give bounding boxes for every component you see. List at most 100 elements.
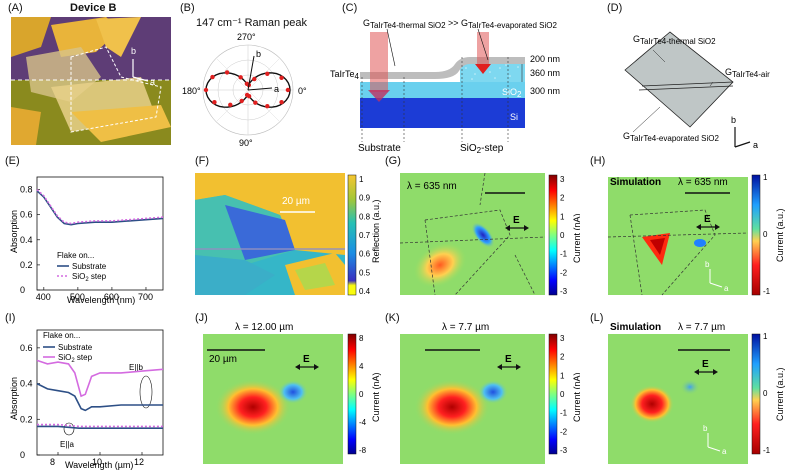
substrate-label: Substrate [358,143,401,154]
data-point [279,100,284,105]
panel-label: (G) [385,155,401,167]
wavelength-label: λ = 7.7 µm [442,322,489,333]
data-point [210,74,215,80]
colorbar-tick-label: 0.5 [359,268,371,277]
panel-label: (L) [590,312,604,324]
panel-b: (B) 147 cm⁻¹ Raman peak b a 270° 180° 0°… [180,2,320,148]
data-point [238,75,243,80]
panel-c: (C) GTaIrTe4-thermal SiO2 >> GTaIrTe4-ev… [330,2,570,154]
legend-title: Flake on... [57,251,94,260]
panel-label: (C) [342,2,358,14]
data-point [252,76,257,82]
absorption-ir-chart: Absorption Wavelength (µm) Flake on... S… [9,329,164,470]
axis-a-arrow [132,76,149,82]
colorbar [751,333,761,455]
legend-substrate: Substrate [72,262,107,271]
panel-k: (K) λ = 7.7 µm E 3 2 1 0 -1 -2 -3 Current (nA) [385,312,580,470]
legend-substrate: Substrate [58,343,93,352]
colorbar-label: Current (a.u.) [775,367,785,421]
annotation-e-parallel-a: E||a [60,440,74,449]
panel-h: (H) Simulation λ = 635 nm E b a [590,155,785,305]
photocurrent-map-12um: 20 µm λ = 12.00 µm E 8 4 0 -4 -8 Current (nA) [203,322,381,464]
thickness-200: 200 nm [530,54,560,64]
series-line-3 [37,423,163,428]
colorbar-tick-label: -3 [560,287,568,296]
y-tick-label: 0 [20,285,25,295]
y-tick-label: 0.2 [20,414,33,424]
y-tick-label: 0 [20,450,25,460]
x-tick-label: 600 [104,292,119,302]
panel-j: (J) 20 µm λ = 12.00 µm E 8 4 0 -4 -8 Current [185,312,385,470]
colorbar-tick-label: -3 [560,446,568,455]
panel-i: (I) Absorption Wavelength (µm) Flake on.… [5,312,170,470]
colorbar [347,174,357,296]
panel-label: (F) [195,155,210,167]
x-tick-label: 10 [92,457,102,467]
y-tick-label: 0.4 [20,379,33,389]
colorbar-label: Current (nA) [371,372,381,422]
scale-bar-label: 20 µm [282,196,310,207]
axis-b-label: b [703,424,708,433]
panel-label: (K) [385,312,400,324]
panel-label: (I) [5,312,16,324]
colorbar-tick-label: 0 [359,390,364,399]
colorbar-tick-label: 0 [560,390,565,399]
scale-bar-label: 20 µm [209,354,237,365]
axis-b-label: b [256,49,261,59]
data-point [244,92,250,98]
plot-frame [36,176,164,291]
series-line-1 [36,359,164,398]
colorbar-tick-label: 0.8 [359,212,371,221]
x-tick-label: 500 [70,292,85,302]
panel-l: (L) Simulation λ = 7.7 µm E b a [590,312,785,470]
e-field-label: E [513,215,520,226]
data-point [265,103,270,109]
y-tick-label: 0.4 [20,235,33,245]
panel-e: (E) Absorption Wavelength (nm) Flake on.… [5,155,170,305]
series-line-0 [36,190,164,226]
data-point [279,75,284,80]
series-line-0 [36,382,163,412]
data-point [265,71,270,77]
axis-a-arrow [734,141,751,148]
colorbar-label: Reflection (a.u.) [371,199,381,263]
g-bottom-label: GTaIrTe4-evaporated SiO2 [623,131,720,143]
axis-a-label: a [150,77,155,87]
colorbar-tick-label: -1 [763,287,771,296]
sio2-label: SiO2 [502,87,522,99]
laser-beam-right [477,32,489,67]
colorbar-tick-label: 0.7 [359,231,371,240]
simulation-title: Simulation [610,322,661,333]
data-point [212,100,217,105]
colorbar-tick-label: 0.4 [359,287,371,296]
y-axis-label: Absorption [9,210,19,253]
x-axis-label: Wavelength (nm) [67,295,135,305]
e-field-label: E [704,214,711,225]
si-label: Si [510,112,518,122]
thickness-300: 300 nm [530,86,560,96]
photocurrent-map-7um: λ = 7.7 µm E 3 2 1 0 -1 -2 -3 Current (nA) [400,322,580,464]
colorbar-tick-label: -2 [560,268,568,277]
tairte-label: TaIrTe4 [330,69,360,81]
wavelength-label: λ = 635 nm [678,177,728,188]
g-left-label: GTaIrTe4-thermal SiO2 [363,18,446,30]
schematic-diagram: GTaIrTe4-thermal SiO2 GTaIrTe4-air GTaIr… [623,31,770,150]
panel-f: (F) 20 µm 1 0.9 0.8 0.7 0.6 0.5 0.4 Reflection … [185,155,385,305]
polar-plot: b a 270° 180° 0° 90° [182,32,307,148]
colorbar [548,333,558,455]
angle-bottom: 90° [239,138,253,148]
colorbar-tick-label: 4 [359,362,364,371]
angle-top: 270° [237,32,256,42]
series-line-2 [37,425,163,429]
colorbar-tick-label: 1 [763,173,768,182]
x-axis-label: Wavelength (µm) [65,460,133,470]
colorbar-label: Current (nA) [572,372,580,422]
panel-label: (J) [195,312,208,324]
y-axis-label: Absorption [9,377,19,420]
reflection-map: 20 µm 1 0.9 0.8 0.7 0.6 0.5 0.4 Reflection (a.u… [195,173,381,296]
axis-b-arrow [247,55,255,91]
simulation-map-7um: Simulation λ = 7.7 µm E b a 1 0 -1 Current … [608,322,785,464]
axis-a-label: a [724,284,729,293]
g-air-label: GTaIrTe4-air [725,67,770,79]
colorbar-tick-label: -2 [560,427,568,436]
